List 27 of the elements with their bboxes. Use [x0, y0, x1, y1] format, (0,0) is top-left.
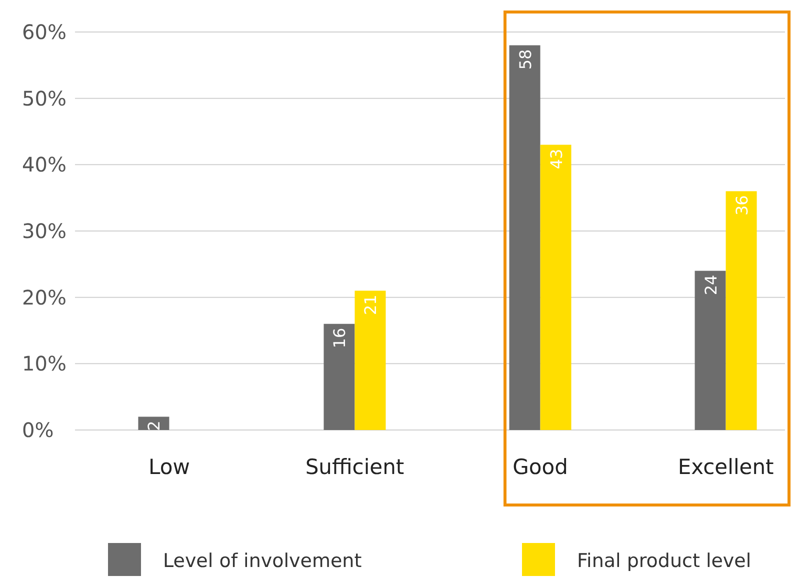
data-label: 43	[546, 148, 566, 170]
x-tick-label: Low	[148, 455, 190, 479]
data-label: 16	[330, 328, 350, 348]
data-label: 36	[732, 195, 752, 216]
data-label: 21	[361, 294, 380, 316]
data-label: 2	[144, 420, 164, 431]
legend-label: Final product level	[577, 550, 752, 572]
y-tick-label: 0%	[22, 418, 54, 442]
bar	[324, 324, 355, 430]
bar	[138, 416, 170, 430]
x-tick-label: Good	[512, 455, 568, 479]
legend-label: Level of involvement	[163, 550, 362, 572]
data-label: 58	[516, 49, 535, 70]
y-tick-label: 30%	[22, 219, 66, 243]
bar	[694, 270, 726, 430]
bar	[726, 191, 757, 430]
bar	[540, 144, 572, 430]
bar	[354, 290, 386, 430]
y-tick-label: 20%	[22, 285, 66, 310]
y-tick-label: 50%	[22, 86, 66, 110]
y-tick-label: 10%	[22, 352, 66, 376]
bar	[509, 45, 540, 430]
x-tick-label: Sufficient	[305, 455, 404, 479]
data-label: 24	[701, 274, 720, 296]
y-tick-label: 40%	[22, 152, 66, 177]
y-tick-label: 60%	[22, 20, 66, 44]
x-tick-label: Excellent	[678, 455, 774, 479]
